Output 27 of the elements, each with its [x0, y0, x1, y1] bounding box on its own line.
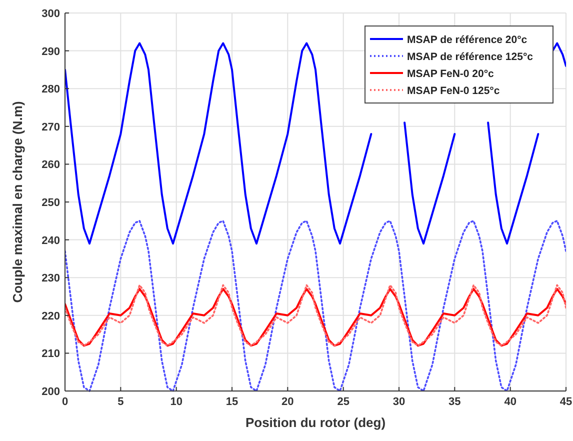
legend-label: MSAP de référence 125°c — [407, 51, 534, 63]
y-tick-label: 240 — [42, 234, 60, 247]
x-tick-label: 15 — [226, 396, 238, 408]
y-tick-label: 300 — [42, 8, 60, 20]
x-tick-label: 40 — [504, 396, 516, 408]
y-tick-label: 200 — [42, 386, 60, 398]
y-tick-label: 210 — [42, 348, 60, 360]
legend-label: MSAP FeN-0 20°c — [407, 68, 494, 80]
x-tick-label: 10 — [170, 396, 182, 408]
x-tick-label: 5 — [118, 396, 124, 408]
y-tick-label: 280 — [42, 84, 60, 96]
x-tick-label: 35 — [448, 396, 461, 408]
y-tick-label: 260 — [42, 159, 60, 172]
x-tick-label: 0 — [62, 396, 68, 408]
x-tick-label: 45 — [560, 396, 572, 408]
y-tick-label: 270 — [42, 121, 60, 134]
legend-label: MSAP de référence 20°c — [407, 34, 528, 46]
y-tick-label: 250 — [42, 197, 60, 209]
y-tick-label: 230 — [42, 272, 60, 285]
x-tick-label: 30 — [392, 396, 406, 408]
x-axis-title: Position du rotor (deg) — [245, 415, 386, 430]
legend-label: MSAP FeN-0 125°c — [407, 85, 500, 97]
x-tick-label: 25 — [337, 396, 350, 408]
y-tick-label: 220 — [42, 310, 60, 322]
y-axis-title: Couple maximal en charge (N.m) — [10, 101, 25, 303]
y-tick-label: 290 — [42, 46, 60, 58]
x-tick-label: 20 — [282, 396, 294, 408]
